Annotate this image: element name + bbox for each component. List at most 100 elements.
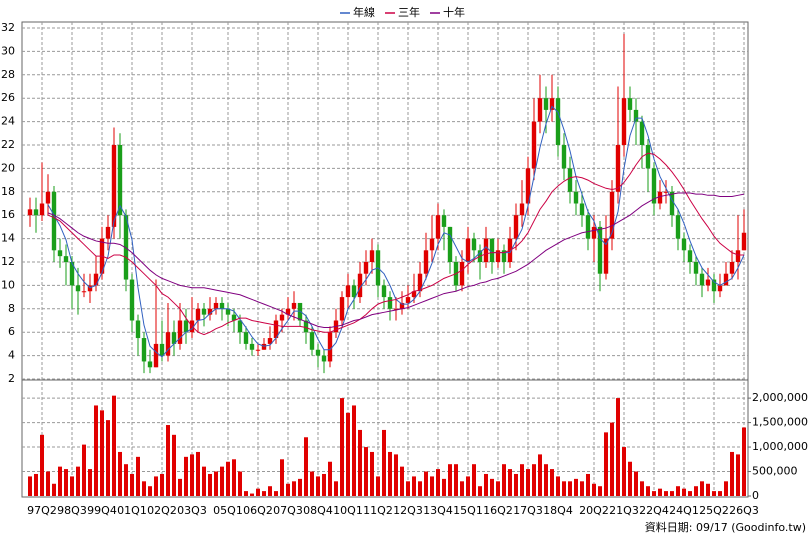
volume-bar xyxy=(124,464,128,496)
y-tick-label: 14 xyxy=(1,232,15,245)
volume-bar xyxy=(268,486,272,496)
candle-body xyxy=(573,191,579,204)
volume-bar xyxy=(208,473,212,496)
candle-body xyxy=(717,285,723,292)
candle-body xyxy=(357,273,363,298)
candle-body xyxy=(69,262,75,286)
candle-body xyxy=(111,145,117,227)
volume-bar xyxy=(622,447,626,496)
candle-body xyxy=(165,332,171,356)
x-tick-label: 22Q4 xyxy=(639,504,669,517)
volume-bar xyxy=(322,473,326,496)
volume-bar xyxy=(250,493,254,496)
volume-bar xyxy=(454,464,458,496)
x-tick-label: 26Q3 xyxy=(729,504,759,517)
volume-bar xyxy=(658,488,662,496)
legend-label: 十年 xyxy=(443,5,465,19)
volume-bar xyxy=(628,461,632,496)
volume-bar xyxy=(112,395,116,496)
volume-bar xyxy=(664,491,668,496)
candle-body xyxy=(591,226,597,239)
volume-bar xyxy=(466,476,470,496)
volume-bar xyxy=(286,483,290,496)
y-tick-label: 22 xyxy=(1,138,15,151)
candle-body xyxy=(645,145,651,169)
x-tick-label: 08Q4 xyxy=(303,504,333,517)
y-tick-label: 4 xyxy=(8,349,15,362)
volume-bar xyxy=(436,469,440,496)
x-tick-label: 25Q2 xyxy=(699,504,729,517)
volume-bar xyxy=(382,429,386,496)
volume-bar xyxy=(34,473,38,496)
candle-body xyxy=(27,209,33,216)
x-tick-label: 05Q1 xyxy=(213,504,243,517)
candle-body xyxy=(429,238,435,251)
y-tick-label: 28 xyxy=(1,68,15,81)
volume-bar xyxy=(364,447,368,496)
candle-body xyxy=(195,308,201,321)
x-tick-label: 20Q2 xyxy=(579,504,609,517)
volume-bar xyxy=(544,464,548,496)
candle-body xyxy=(729,262,735,274)
candle-body xyxy=(603,238,609,274)
volume-bar xyxy=(718,491,722,496)
candle-body xyxy=(243,332,249,344)
candle-body xyxy=(363,262,369,274)
volume-bar xyxy=(682,488,686,496)
volume-bar xyxy=(460,481,464,496)
volume-bar xyxy=(136,456,140,496)
volume-bar xyxy=(418,481,422,496)
candle-body xyxy=(93,273,99,286)
candle-body xyxy=(225,308,231,315)
candle-body xyxy=(669,191,675,216)
legend-label: 三年 xyxy=(398,5,420,19)
candle-body xyxy=(495,250,501,262)
volume-bar xyxy=(430,476,434,496)
y-tick-label: 8 xyxy=(8,302,15,315)
candle-body xyxy=(615,145,621,192)
volume-bar xyxy=(394,454,398,496)
volume-bar xyxy=(214,471,218,496)
volume-bar xyxy=(670,491,674,496)
candle-body xyxy=(183,320,189,333)
volume-bar xyxy=(346,412,350,496)
volume-bar xyxy=(106,420,110,496)
x-tick-label: 03Q3 xyxy=(177,504,207,517)
candle-body xyxy=(159,343,165,356)
candle-body xyxy=(687,250,693,262)
plot-frame xyxy=(21,21,749,498)
volume-bar xyxy=(526,469,530,496)
volume-bar xyxy=(424,471,428,496)
candle-body xyxy=(483,238,489,262)
volume-bar xyxy=(604,432,608,496)
x-tick-label: 97Q2 xyxy=(27,504,57,517)
volume-bar xyxy=(400,466,404,496)
volume-bar xyxy=(646,486,650,496)
candle-body xyxy=(459,262,465,286)
volume-bar xyxy=(688,491,692,496)
candle-body xyxy=(381,285,387,298)
volume-bar xyxy=(616,398,620,496)
y-tick-label: 6 xyxy=(8,325,15,338)
x-tick-label: 24Q1 xyxy=(669,504,699,517)
candle-body xyxy=(237,320,243,333)
volume-bar xyxy=(514,473,518,496)
volume-bar xyxy=(388,451,392,496)
candle-body xyxy=(321,355,327,362)
candle-body xyxy=(657,191,663,204)
candle-body xyxy=(627,98,633,110)
candle-body xyxy=(705,279,711,286)
volume-bar xyxy=(634,471,638,496)
volume-bar xyxy=(184,456,188,496)
candle-body xyxy=(255,349,261,351)
candle-body xyxy=(693,262,699,274)
volume-bar xyxy=(586,473,590,496)
candle-body xyxy=(51,191,57,251)
candle-body xyxy=(123,215,129,280)
volume-bar xyxy=(598,486,602,496)
x-tick-label: 17Q3 xyxy=(513,504,543,517)
volume-bar xyxy=(70,476,74,496)
x-tick-label: 06Q2 xyxy=(243,504,273,517)
volume-bar xyxy=(562,481,566,496)
